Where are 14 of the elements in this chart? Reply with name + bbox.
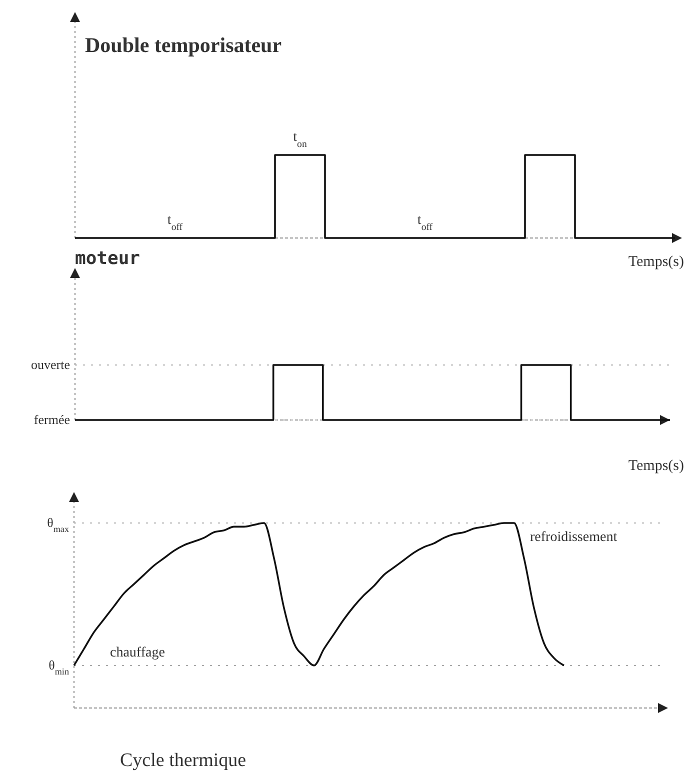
ref-line-label: θ$_{max}$ xyxy=(47,515,70,534)
chart-title: Double temporisateur xyxy=(85,33,282,57)
ref-line-label: θ$_{min}$ xyxy=(48,657,70,676)
annotation: refroidissement xyxy=(530,530,618,546)
annotation: t$_{off}$ xyxy=(167,213,184,232)
x-axis-title: Temps(s) xyxy=(628,254,684,270)
text: t$_{on}$ xyxy=(293,130,307,150)
x-axis-title: Temps(s) xyxy=(628,458,684,474)
text: Cycle thermique xyxy=(120,750,246,771)
annotation: t$_{off}$ xyxy=(417,213,434,232)
annotation: chauffage xyxy=(110,646,165,660)
chart-title: moteur xyxy=(75,248,140,269)
ref-line-label: ouverte xyxy=(31,357,70,372)
ref-line-label: fermée xyxy=(34,412,70,427)
